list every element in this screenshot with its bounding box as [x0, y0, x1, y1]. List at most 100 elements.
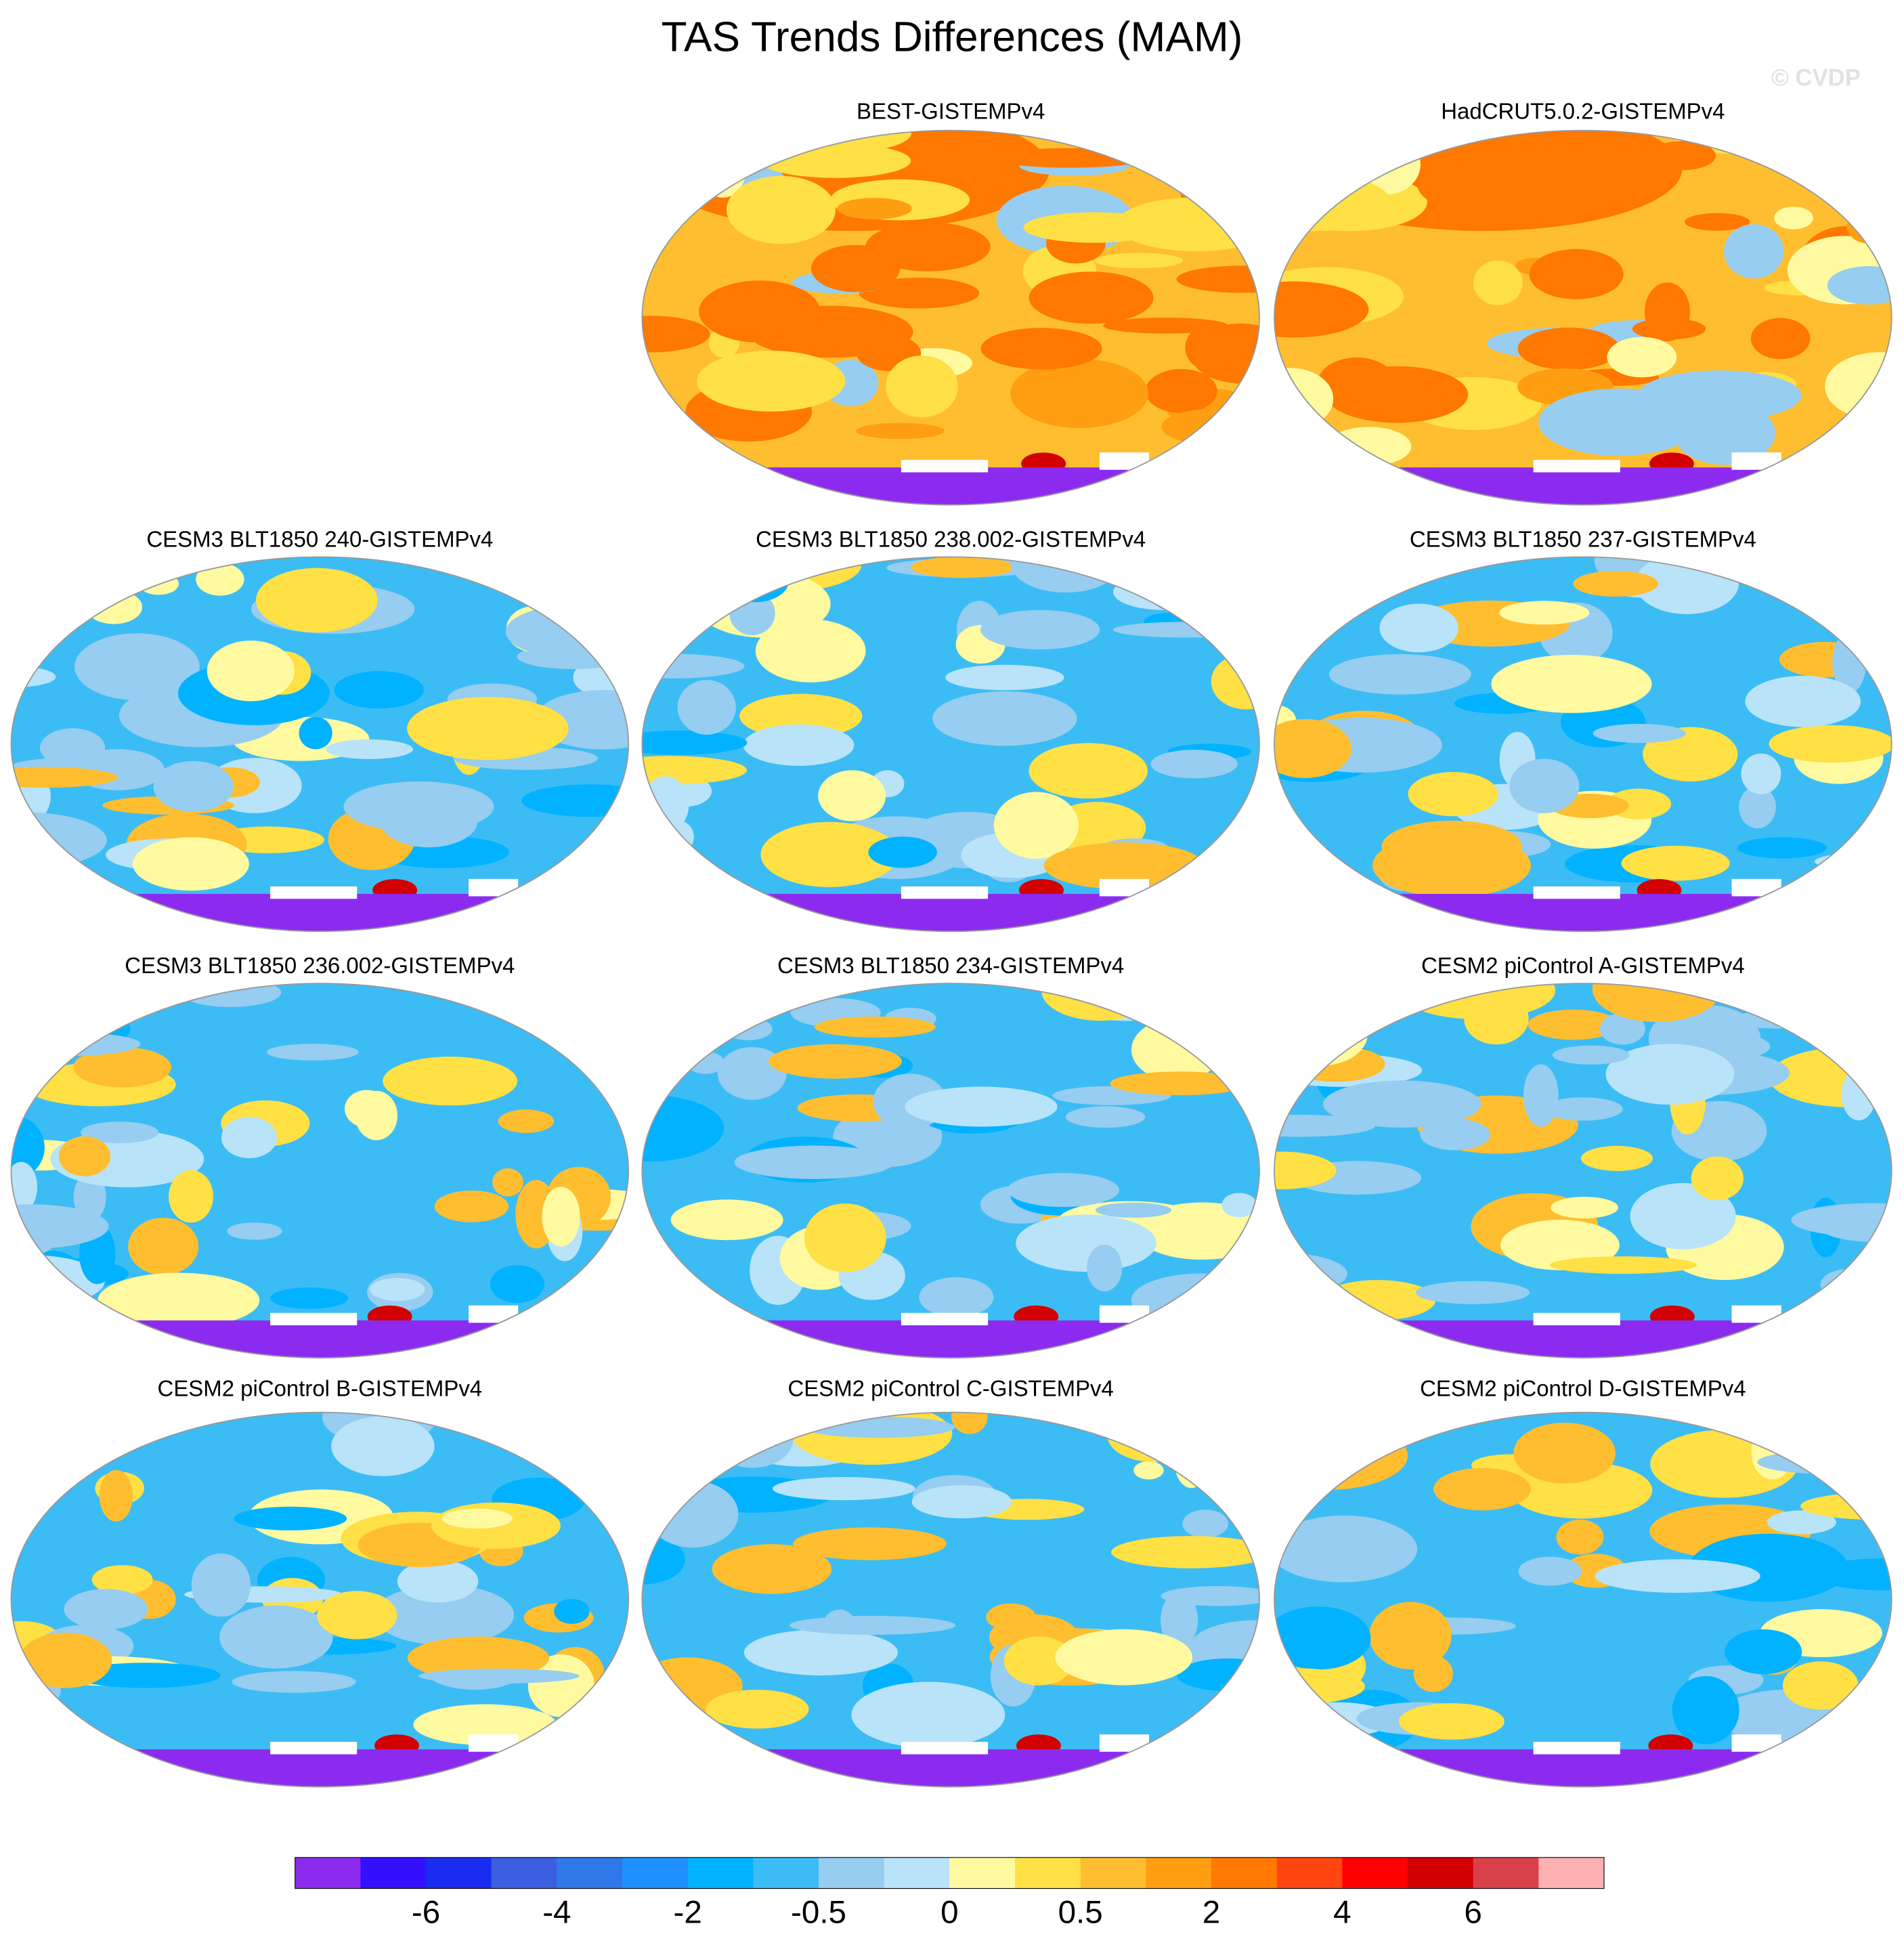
map-field: [1718, 130, 1786, 152]
map-field: [1186, 1415, 1260, 1461]
map-field: [1416, 155, 1458, 202]
map-field: [1538, 388, 1700, 456]
map-field: [11, 983, 91, 1025]
map-field: [1725, 1629, 1802, 1675]
map-field: [343, 781, 494, 832]
map-field: [1542, 130, 1617, 175]
map-field: [766, 130, 852, 163]
map-field: [1769, 725, 1892, 763]
map-field: [1274, 173, 1391, 232]
map-field: [721, 559, 789, 603]
missing-data: [1099, 452, 1150, 470]
map-field: [1792, 557, 1892, 614]
map-field: [1117, 197, 1260, 252]
map-field: [1607, 337, 1677, 378]
map-field: [712, 1412, 794, 1468]
map-field: [851, 1682, 1005, 1748]
map-field: [647, 1480, 739, 1548]
colorbar-box: [819, 1857, 885, 1889]
map-field: [905, 1086, 1058, 1127]
map-field: [1464, 992, 1529, 1045]
map-field: [1632, 318, 1706, 340]
colorbar-box: [949, 1857, 1016, 1889]
map-field: [886, 355, 958, 418]
map-field: [1095, 1202, 1172, 1218]
map-field: [670, 1199, 783, 1241]
panel-title: BEST-GISTEMPv4: [857, 99, 1045, 124]
map-field: [643, 1715, 688, 1739]
map-field: [1369, 1602, 1452, 1670]
colorbar-box: [1342, 1857, 1408, 1889]
map-field: [1201, 130, 1260, 158]
map-field: [169, 1170, 213, 1223]
map-field: [1517, 327, 1620, 370]
map-field: [1408, 771, 1498, 817]
map-field: [1328, 654, 1471, 695]
map-field: [345, 1090, 389, 1128]
map-field: [1556, 1519, 1604, 1555]
map-field: [699, 280, 821, 343]
map-field: [1491, 654, 1652, 713]
map-field: [1621, 845, 1730, 881]
colorbar-label: -6: [412, 1895, 440, 1931]
map-panel: [1274, 1412, 1892, 1787]
map-field: [1274, 1002, 1368, 1066]
map-field: [1630, 1182, 1736, 1249]
missing-data: [901, 1312, 989, 1325]
map-field: [534, 689, 629, 750]
map-field: [179, 983, 282, 1007]
panel-title: CESM3 BLT1850 237-GISTEMPv4: [1410, 526, 1756, 551]
map-field: [1112, 622, 1259, 638]
colorbar-box: [884, 1857, 950, 1889]
map-field: [1160, 1591, 1198, 1648]
map-field: [540, 1439, 596, 1461]
map-field: [712, 1544, 832, 1594]
colorbar-box: [753, 1857, 819, 1889]
colorbar-box: [622, 1857, 689, 1889]
map-field: [299, 716, 332, 750]
map-field: [1133, 1461, 1164, 1480]
missing-data: [1731, 878, 1781, 897]
map-field: [505, 603, 629, 660]
map-field: [642, 730, 748, 755]
map-field: [793, 1527, 947, 1560]
map-field: [1010, 358, 1149, 429]
missing-data: [270, 1742, 358, 1755]
map-field: [464, 1412, 563, 1435]
map-field: [804, 1203, 886, 1272]
map-field: [1317, 357, 1396, 409]
colorbar-label: -2: [674, 1895, 702, 1931]
map-field: [255, 568, 378, 633]
missing-data: [1533, 1312, 1620, 1325]
map-field: [1413, 1655, 1453, 1692]
map-field: [642, 654, 745, 679]
map-outline: [641, 1411, 1260, 1788]
map-field: [413, 1704, 557, 1745]
missing-data: [1099, 1734, 1150, 1752]
map-field: [1741, 753, 1781, 794]
map-field: [1182, 1510, 1229, 1538]
map-outline: [1274, 983, 1892, 1358]
missing-data: [901, 886, 989, 899]
map-field: [47, 1437, 111, 1466]
colorbar-box: [491, 1857, 557, 1889]
map-field: [554, 1599, 590, 1624]
map-field: [374, 1585, 515, 1646]
colorbar-box: [1538, 1857, 1605, 1889]
map-field: [1739, 786, 1776, 829]
map-field: [1310, 557, 1372, 617]
map-field: [642, 316, 710, 353]
map-field: [1841, 1069, 1876, 1121]
antarctica: [11, 1749, 629, 1787]
panel-title: HadCRUT5.0.2-GISTEMPv4: [1441, 99, 1725, 124]
map-field: [772, 1477, 915, 1501]
missing-data: [901, 460, 989, 473]
map-field: [317, 1591, 397, 1640]
map-field: [1189, 1010, 1260, 1063]
map-field: [686, 1051, 724, 1074]
map-field: [19, 1632, 112, 1688]
map-field: [490, 1265, 545, 1303]
map-field: [1820, 1268, 1878, 1300]
map-field: [64, 1589, 148, 1629]
missing-data: [1099, 878, 1150, 897]
